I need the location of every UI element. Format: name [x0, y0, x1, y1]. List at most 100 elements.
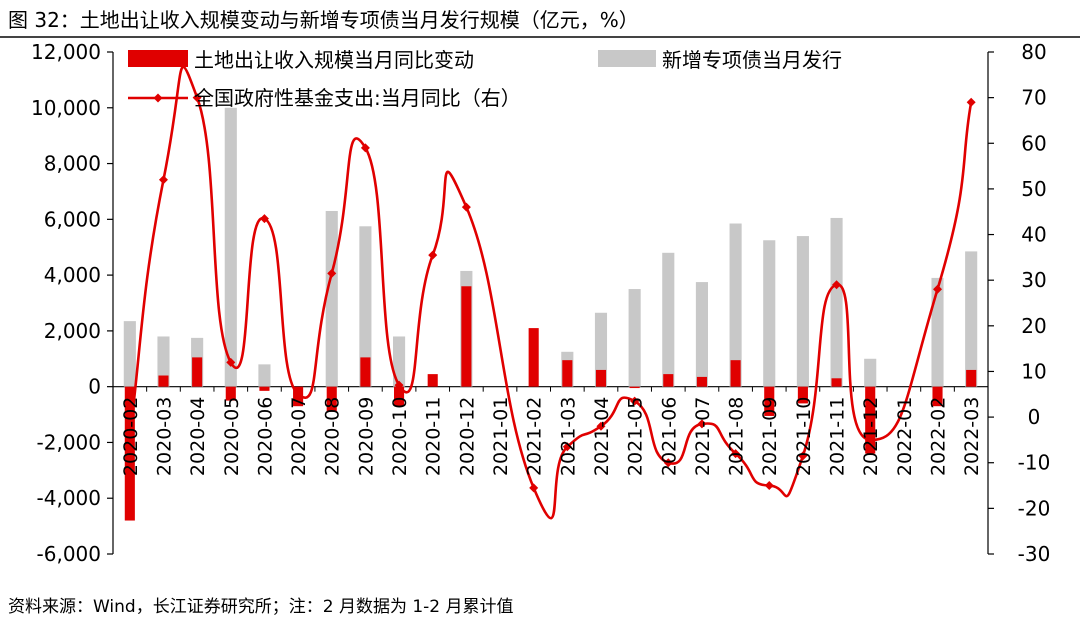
line-point — [461, 202, 471, 212]
figure-title: 图 32：土地出让收入规模变动与新增专项债当月发行规模（亿元，%） — [8, 8, 639, 32]
x-tick-label: 2020-06 — [254, 397, 276, 476]
left-tick-label: 4,000 — [44, 263, 101, 287]
line-point — [394, 380, 404, 390]
bar-special-bond — [628, 289, 641, 387]
line-point — [663, 458, 673, 468]
right-tick-label: 80 — [1021, 40, 1046, 64]
line-point — [865, 435, 875, 445]
line-point — [596, 421, 606, 431]
bar-special-bond — [695, 282, 708, 387]
right-tick-label: 60 — [1021, 131, 1046, 155]
x-tick-label: 2021-11 — [827, 397, 849, 476]
x-tick-label: 2021-12 — [860, 397, 882, 476]
x-tick-label: 2020-05 — [221, 397, 243, 476]
axes: -6,000 -4,000 -2,000 0 2,000 4,000 6,000 8,000 1… — [31, 40, 1050, 566]
x-tick-label: 2021-05 — [625, 397, 647, 476]
x-tick-label: 2020-04 — [187, 397, 209, 476]
bar-land-revenue — [966, 369, 977, 387]
right-tick-label: 70 — [1021, 86, 1046, 110]
bar-special-bond — [864, 358, 877, 387]
left-tick-label: 6,000 — [44, 207, 101, 231]
line-point — [798, 451, 808, 461]
legend-label-fund-expenditure: 全国政府性基金支出:当月同比（右） — [194, 86, 521, 110]
bar-special-bond — [157, 336, 170, 387]
right-tick-label: -30 — [1018, 542, 1051, 566]
bar-land-revenue — [259, 386, 270, 391]
left-tick-label: 8,000 — [44, 152, 101, 176]
bar-land-revenue — [797, 386, 808, 404]
bar-land-revenue — [865, 386, 876, 454]
right-tick-label: 40 — [1021, 223, 1046, 247]
bar-land-revenue — [360, 357, 371, 387]
bar-special-bond — [359, 226, 372, 387]
bar-land-revenue — [595, 369, 607, 387]
line-point — [428, 250, 438, 260]
bar-land-revenue — [394, 386, 405, 407]
x-tick-label: 2021-10 — [793, 397, 815, 476]
left-tick-label: -6,000 — [37, 542, 101, 566]
line-point — [327, 268, 337, 278]
right-tick-label: 20 — [1021, 314, 1046, 338]
legend-swatch-land-revenue — [128, 50, 188, 67]
x-tick-labels: 2020-02 2020-03 2020-04 2020-05 2020-06 2020-… — [120, 397, 983, 476]
left-tick-label: -4,000 — [37, 486, 101, 510]
line-point — [259, 214, 269, 224]
bar-land-revenue — [831, 378, 842, 387]
line-series-fund-expenditure — [125, 65, 976, 520]
bar-special-bond — [796, 236, 809, 387]
line-point — [529, 483, 539, 493]
bar-special-bond — [258, 364, 271, 387]
legend-label-special-bond: 新增专项债当月发行 — [662, 48, 842, 72]
bar-land-revenue — [932, 386, 943, 407]
x-tick-label: 2021-06 — [658, 397, 680, 476]
bar-special-bond — [123, 321, 136, 387]
x-tick-label: 2020-02 — [120, 397, 142, 476]
bar-special-bond — [224, 107, 237, 387]
bar-land-revenue — [158, 375, 169, 387]
source-note: 资料来源：Wind，长江证券研究所；注：2 月数据为 1-2 月累计值 — [8, 597, 514, 617]
line-point — [697, 419, 707, 429]
x-tick-label: 2020-11 — [423, 397, 445, 476]
legend-marker-fund-expenditure — [153, 93, 163, 103]
bar-land-revenue — [764, 386, 775, 416]
x-tick-label: 2021-01 — [490, 397, 512, 476]
right-tick-label: 0 — [1028, 405, 1041, 429]
bar-land-revenue — [427, 374, 438, 387]
bar-land-revenue — [326, 386, 337, 412]
bar-land-revenue — [663, 374, 674, 387]
line-point — [731, 449, 741, 459]
bar-special-bond — [763, 240, 776, 387]
legend-label-land-revenue: 土地出让收入规模当月同比变动 — [194, 48, 474, 72]
x-tick-label: 2022-01 — [894, 397, 916, 476]
bar-land-revenue — [124, 386, 135, 521]
x-tick-label: 2021-09 — [759, 397, 781, 476]
left-tick-label: -2,000 — [37, 430, 101, 454]
x-tick-label: 2020-03 — [153, 397, 175, 476]
line-path — [128, 65, 973, 520]
bar-special-bond — [729, 223, 742, 387]
x-tick-label: 2021-03 — [557, 397, 579, 476]
bar-land-revenue — [562, 360, 573, 387]
right-tick-label: 10 — [1021, 359, 1046, 383]
line-point — [562, 442, 572, 452]
left-tick-label: 2,000 — [44, 319, 101, 343]
right-tick-label: 50 — [1021, 177, 1046, 201]
line-point — [630, 396, 640, 406]
left-tick-label: 10,000 — [31, 96, 101, 120]
line-point — [933, 284, 943, 294]
x-tick-label: 2021-04 — [591, 397, 613, 476]
x-tick-label: 2021-07 — [692, 397, 714, 476]
bar-special-bond — [931, 277, 944, 387]
line-point — [125, 430, 135, 440]
title-rule — [0, 36, 1080, 38]
bar-land-revenue — [192, 357, 203, 387]
x-tick-label: 2022-02 — [928, 397, 950, 476]
x-tick-label: 2020-07 — [288, 397, 310, 476]
x-tick-label: 2020-12 — [456, 397, 478, 476]
right-tick-label: 30 — [1021, 268, 1046, 292]
x-tick-label: 2021-08 — [726, 397, 748, 476]
bar-land-revenue — [730, 360, 741, 387]
line-point — [192, 93, 202, 103]
